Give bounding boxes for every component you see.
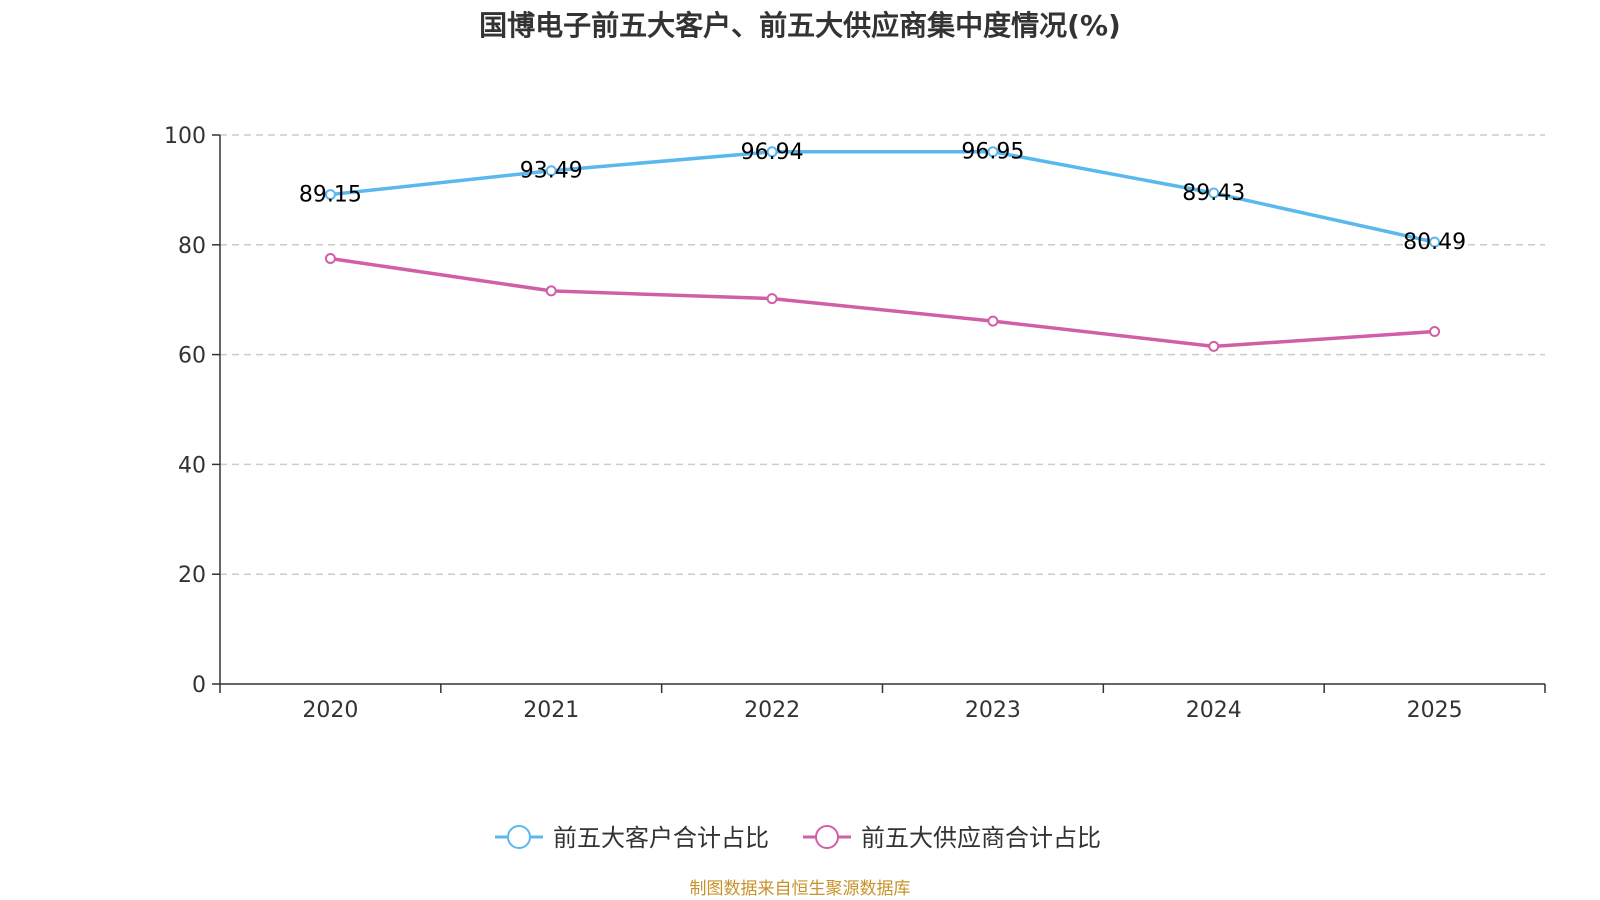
legend-label-1: 前五大供应商合计占比 <box>861 824 1101 852</box>
data-labels: 89.15 93.49 96.94 96.95 89.43 80.49 <box>299 140 1466 255</box>
data-label-2022: 96.94 <box>741 140 804 165</box>
y-tick-label-0: 0 <box>192 673 206 698</box>
y-tick-label-20: 20 <box>178 563 206 588</box>
x-tick-label-2023: 2023 <box>965 698 1021 723</box>
y-tick-label-100: 100 <box>164 124 206 149</box>
y-tick-label-40: 40 <box>178 453 206 478</box>
x-tick-label-2025: 2025 <box>1407 698 1463 723</box>
legend-item-1: 前五大供应商合计占比 <box>803 824 1101 852</box>
series-0-point-2020 <box>324 189 336 201</box>
series-layer <box>324 146 1441 352</box>
x-tick-label-2022: 2022 <box>744 698 800 723</box>
series-line-0 <box>330 149 1435 244</box>
source-note: 制图数据来自恒生聚源数据库 <box>689 879 911 899</box>
series-0-point-2024 <box>1208 187 1220 199</box>
series-1-point-2020 <box>324 253 336 265</box>
data-label-2025: 80.49 <box>1403 230 1466 255</box>
series-0-point-2021 <box>545 165 557 177</box>
series-1-point-2022 <box>766 293 778 305</box>
y-tick-label-80: 80 <box>178 234 206 259</box>
y-tick-label-60: 60 <box>178 344 206 369</box>
data-label-2023: 96.95 <box>961 140 1024 165</box>
series-line-1 <box>330 256 1435 349</box>
legend-label-0: 前五大客户合计占比 <box>553 824 769 852</box>
data-label-2020: 89.15 <box>299 183 362 208</box>
series-0-point-2023 <box>987 146 999 158</box>
legend-item-0: 前五大客户合计占比 <box>495 824 769 852</box>
grid-lines <box>220 134 1545 575</box>
series-1-point-2023 <box>987 315 999 327</box>
legend-marker-1 <box>815 825 839 849</box>
axes: 0 20 40 60 80 100 2020 2021 2022 2023 2024 2025 <box>164 124 1546 723</box>
x-tick-label-2020: 2020 <box>302 698 358 723</box>
chart-title: 国博电子前五大客户、前五大供应商集中度情况(%) <box>479 9 1121 42</box>
series-1-point-2021 <box>545 285 557 297</box>
x-tick-label-2021: 2021 <box>523 698 579 723</box>
series-1-point-2025 <box>1429 326 1441 338</box>
series-0-point-2025 <box>1429 236 1441 248</box>
legend: 前五大客户合计占比 前五大供应商合计占比 <box>495 824 1101 852</box>
legend-marker-0 <box>507 825 531 849</box>
x-tick-label-2024: 2024 <box>1186 698 1242 723</box>
data-label-2021: 93.49 <box>520 159 583 184</box>
data-label-2024: 89.43 <box>1182 181 1245 206</box>
series-1-point-2024 <box>1208 340 1220 352</box>
series-0-point-2022 <box>766 146 778 158</box>
